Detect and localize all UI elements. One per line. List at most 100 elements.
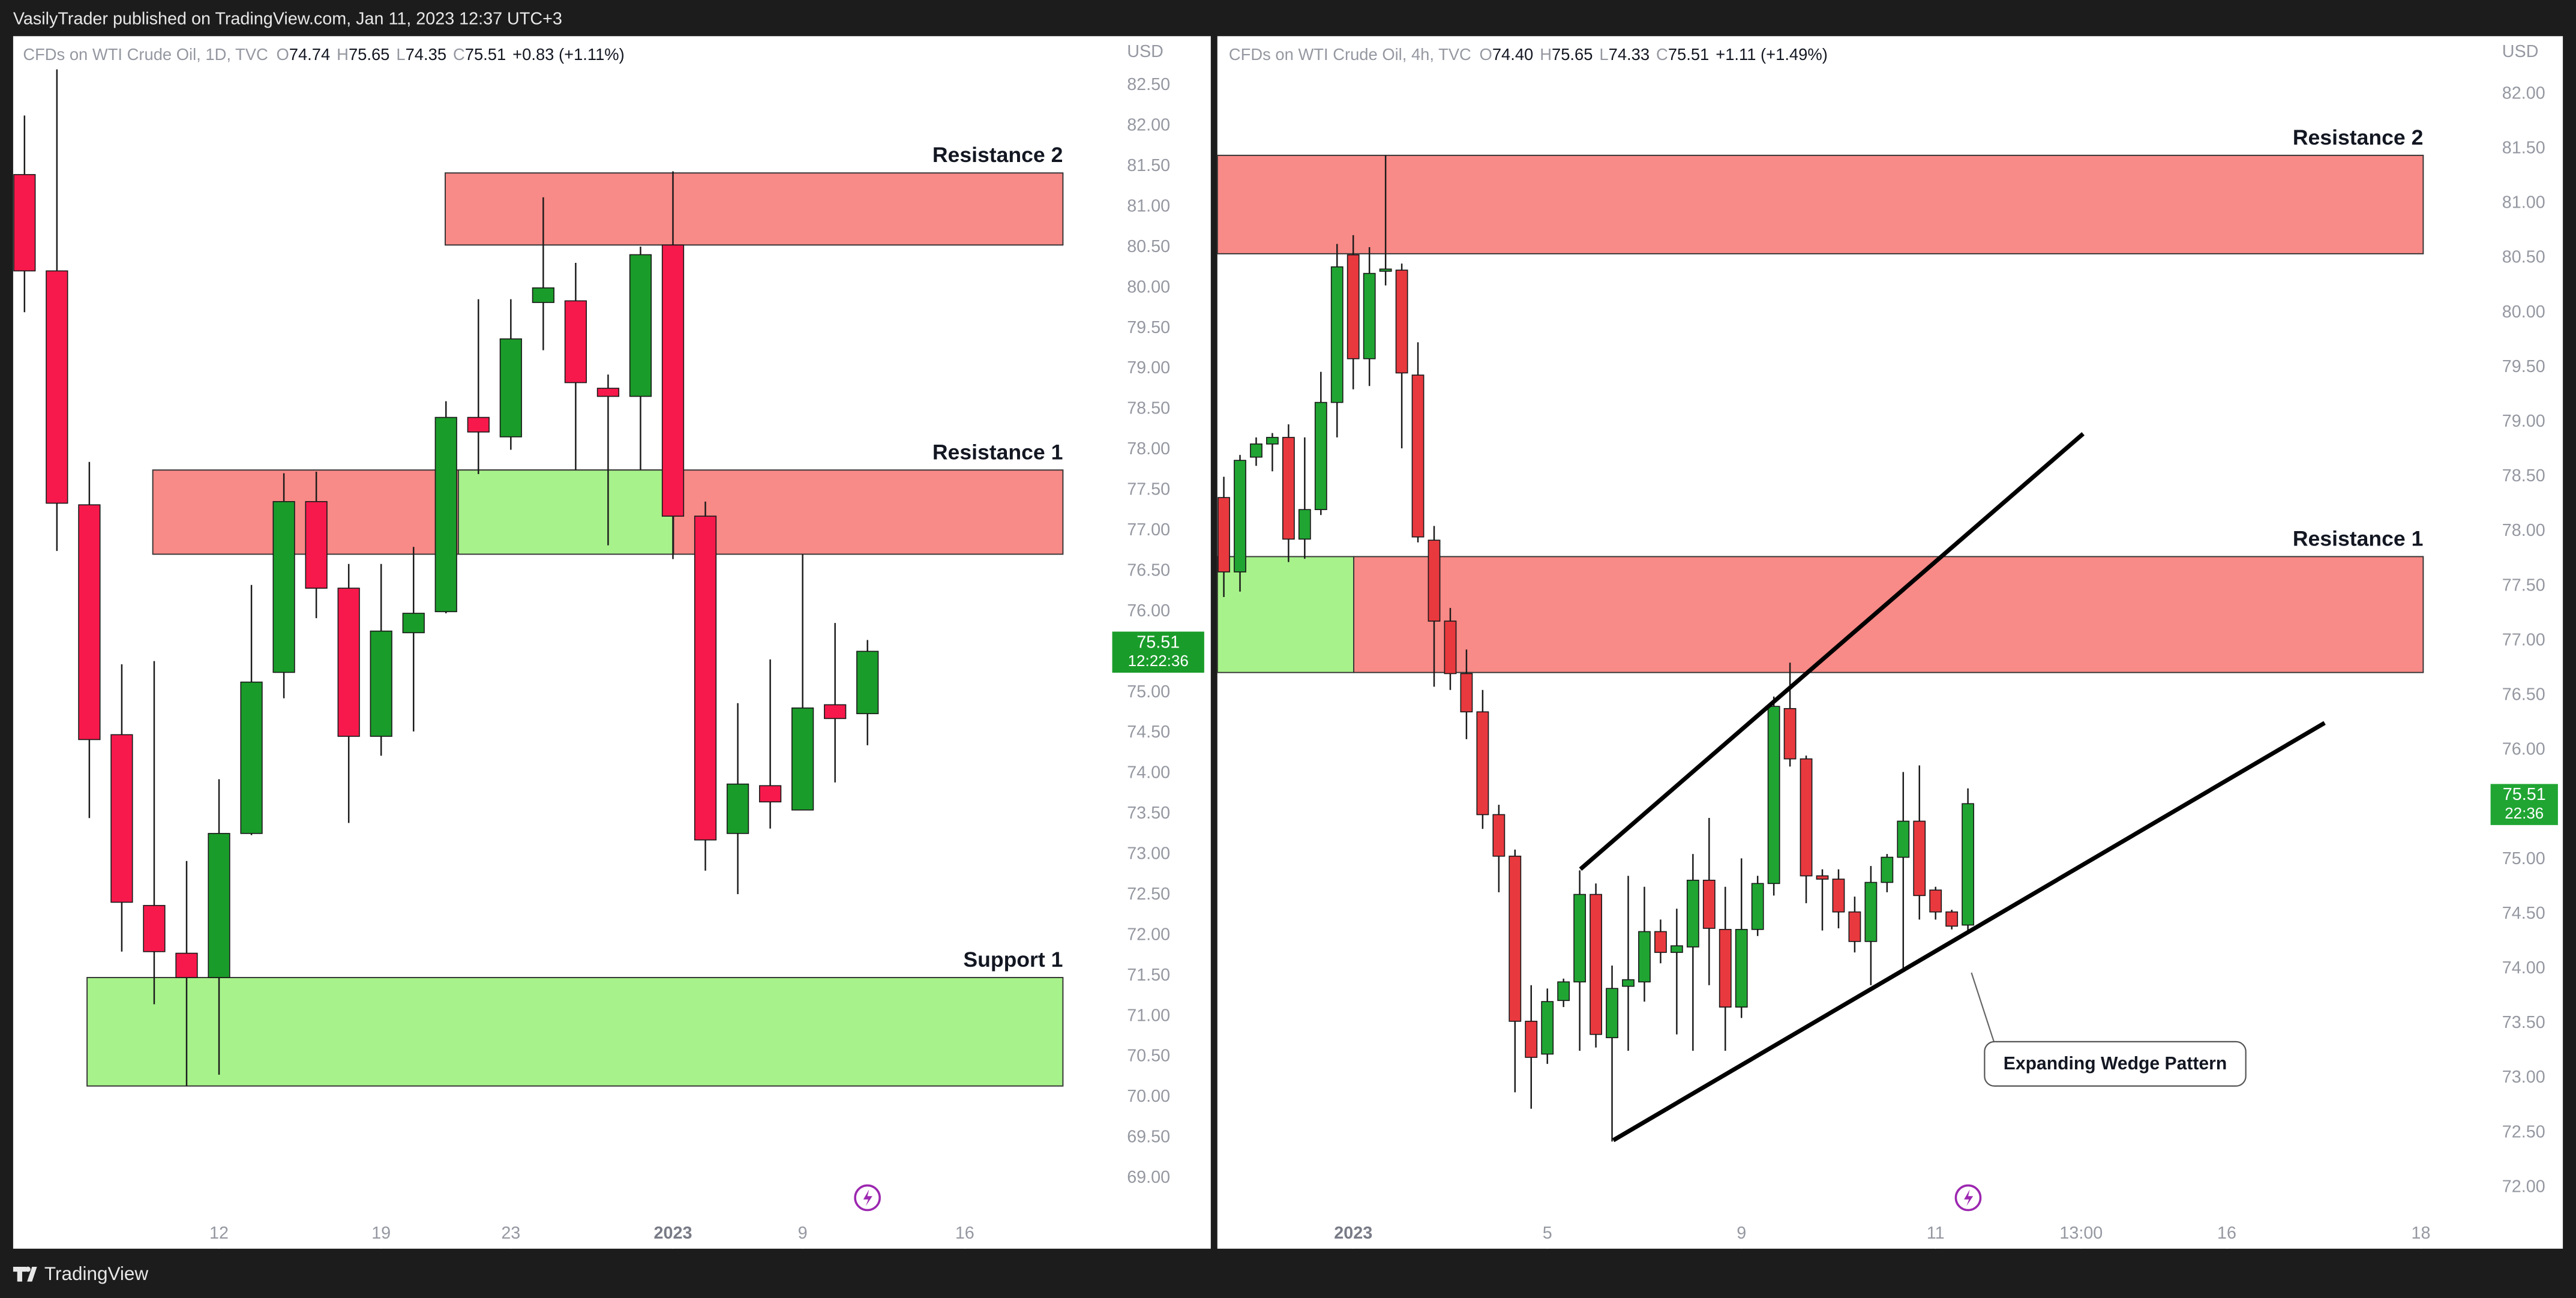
candle-body <box>1460 673 1473 713</box>
y-tick-label: 80.50 <box>1127 237 1170 256</box>
y-tick-label: 72.00 <box>2502 1177 2545 1196</box>
candle-body <box>337 587 360 737</box>
x-tick-label: 19 <box>371 1224 391 1243</box>
candle-body <box>1395 269 1408 374</box>
y-tick-label: 76.50 <box>2502 685 2545 705</box>
zone-label: Resistance 2 <box>932 143 1063 167</box>
candle-body <box>1444 620 1457 675</box>
y-tick-label: 70.00 <box>1127 1087 1170 1106</box>
y-tick-label: 76.00 <box>2502 740 2545 759</box>
trend-line-upper <box>1579 432 2085 871</box>
candle-body <box>1234 460 1246 572</box>
candle-body <box>791 707 814 811</box>
y-tick-label: 80.00 <box>1127 277 1170 296</box>
candle-body <box>1848 911 1861 942</box>
y-tick-label: 80.50 <box>2502 248 2545 267</box>
candle-body <box>1816 875 1829 880</box>
candle-body <box>46 270 68 504</box>
y-tick-label: 74.00 <box>1127 763 1170 783</box>
candle-body <box>1525 1021 1538 1058</box>
candle-body <box>661 244 685 517</box>
legend-key: H <box>337 45 349 64</box>
candle-body <box>1573 894 1587 983</box>
x-tick-label: 23 <box>501 1224 520 1243</box>
y-tick-label: 76.00 <box>1127 601 1170 620</box>
zone <box>1353 556 2424 673</box>
candle-body <box>1411 374 1425 538</box>
y-tick-label: 79.50 <box>1127 318 1170 337</box>
y-tick-label: 72.50 <box>1127 885 1170 904</box>
y-tick-label: 81.00 <box>1127 196 1170 215</box>
candle-body <box>1266 437 1279 445</box>
candle-body <box>1590 894 1602 1035</box>
y-tick-label: 69.50 <box>1127 1128 1170 1147</box>
legend-key: C <box>453 45 465 64</box>
y-tick-label: 73.50 <box>2502 1013 2545 1032</box>
candle-body <box>564 300 587 383</box>
chart-header: CFDs on WTI Crude Oil, 4h, TVC O74.40 H75.… <box>1229 45 1828 64</box>
x-tick-label: 2023 <box>1334 1224 1372 1243</box>
legend-key: L <box>396 45 405 64</box>
currency-label: USD <box>1127 42 1163 61</box>
y-tick-label: 72.00 <box>1127 925 1170 944</box>
candle-body <box>1962 803 1975 926</box>
badge-price: 75.51 <box>2503 785 2546 804</box>
chart-header: CFDs on WTI Crude Oil, 1D, TVC O74.74 H75.… <box>23 45 624 64</box>
icon-ring <box>854 1184 881 1212</box>
y-tick-label: 74.50 <box>2502 904 2545 923</box>
publisher-line: VasilyTrader published on TradingView.co… <box>13 9 562 28</box>
candle-body <box>1622 979 1635 987</box>
zone-label: Support 1 <box>963 948 1063 972</box>
candle-body <box>110 734 133 903</box>
candle-body <box>1686 880 1699 948</box>
candle-body <box>143 905 166 952</box>
zone <box>1216 556 1354 673</box>
candle-body <box>1476 711 1489 816</box>
legend-value: 74.74 <box>289 45 330 64</box>
candle-body <box>1832 879 1845 913</box>
candle-body <box>758 785 782 803</box>
candle-body <box>1913 820 1926 897</box>
x-tick-label: 16 <box>2217 1224 2236 1243</box>
y-tick-label: 73.00 <box>1127 844 1170 864</box>
x-tick-label: 9 <box>798 1224 808 1243</box>
legend-value: 75.51 <box>1668 45 1709 64</box>
badge-countdown: 12:22:36 <box>1128 652 1189 670</box>
x-tick-label: 16 <box>955 1224 974 1243</box>
candle-body <box>1379 268 1392 272</box>
zone <box>445 172 1064 246</box>
candle-body <box>1751 883 1764 930</box>
candle-body <box>1330 266 1344 403</box>
candle-body <box>1767 706 1780 885</box>
y-tick-label: 77.50 <box>1127 480 1170 499</box>
legend-value: 74.33 <box>1609 45 1650 64</box>
y-tick-label: 78.00 <box>1127 439 1170 458</box>
zone <box>457 469 674 555</box>
y-tick-label: 75.00 <box>1127 682 1170 702</box>
candle-body <box>13 174 36 272</box>
candle-body <box>499 338 522 437</box>
candle-body <box>1298 509 1311 540</box>
candle-body <box>1492 814 1506 857</box>
badge-price: 75.51 <box>1136 632 1180 652</box>
y-tick-label: 74.50 <box>1127 723 1170 742</box>
logo-mark <box>13 1266 37 1282</box>
candle-body <box>1217 497 1230 572</box>
candle-body <box>1783 708 1797 760</box>
zone <box>86 977 1064 1087</box>
candle-body <box>1509 855 1522 1022</box>
candle-body <box>1881 856 1894 883</box>
legend-value: 75.51 <box>465 45 506 64</box>
zone-label: Resistance 1 <box>2293 527 2424 551</box>
legend-key: O <box>276 45 289 64</box>
candle-body <box>434 416 457 613</box>
candle-body <box>1282 437 1295 540</box>
candle-body <box>1250 443 1262 458</box>
zone-label: Resistance 2 <box>2293 125 2424 149</box>
symbol: CFDs on WTI Crude Oil, 4h, TVC <box>1229 45 1471 64</box>
legend-value: 75.65 <box>1552 45 1593 64</box>
candle-body <box>1363 272 1376 359</box>
x-tick-label: 18 <box>2411 1224 2430 1243</box>
candle-body <box>1557 981 1570 1002</box>
